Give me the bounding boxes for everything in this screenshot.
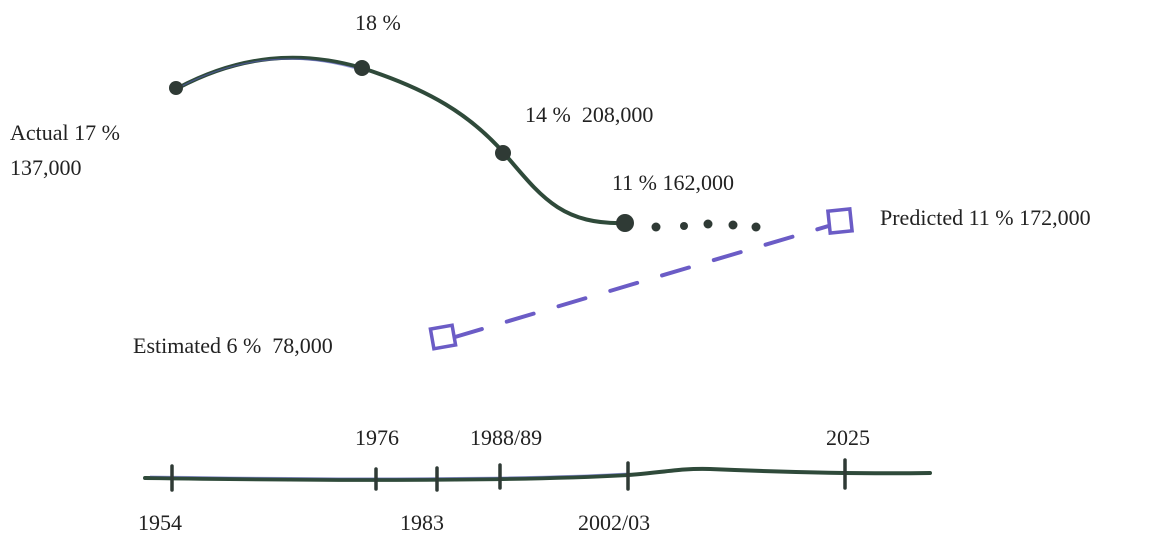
- label-actual-1976: 18 %: [355, 10, 401, 35]
- tick-label-1976: 1976: [355, 425, 399, 450]
- label-estimated: Estimated 6 % 78,000: [133, 333, 333, 358]
- actual-point-1976: [354, 60, 370, 76]
- actual-series-line-highlight: [181, 58, 361, 87]
- actual-point-2002: [616, 214, 634, 232]
- label-predicted-2025: Predicted 11 % 172,000: [880, 205, 1091, 230]
- actual-series-line: [176, 55, 627, 226]
- actual-dotted-continuation: [651, 219, 761, 232]
- label-actual-2002: 11 % 162,000: [612, 170, 734, 195]
- timeline-axis-line: [143, 466, 932, 482]
- tick-label-1983: 1983: [400, 510, 444, 535]
- label-actual-1988: 14 % 208,000: [525, 102, 653, 127]
- predicted-series-line: [453, 220, 844, 339]
- tick-label-2025: 2025: [826, 425, 870, 450]
- actual-point-1954: [169, 81, 183, 95]
- tick-label-1988-89: 1988/89: [470, 425, 542, 450]
- actual-point-1988: [495, 145, 511, 161]
- estimated-point-marker: [428, 323, 458, 351]
- predicted-point-marker: [825, 206, 855, 236]
- label-actual-1954-line1: Actual 17 %: [10, 120, 120, 145]
- tick-label-1954: 1954: [138, 510, 182, 535]
- timeline-axis-highlight: [149, 472, 629, 479]
- timeline-ticks: [170, 458, 847, 492]
- label-actual-1954-line2: 137,000: [10, 155, 82, 180]
- tick-label-2002-03: 2002/03: [578, 510, 650, 535]
